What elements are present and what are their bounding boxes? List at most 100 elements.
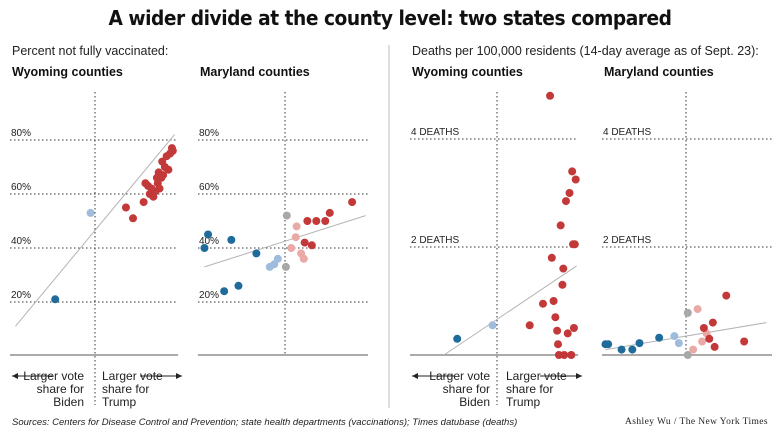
- point-maryland-deaths-18: [722, 291, 731, 300]
- point-wyoming-deaths-14: [561, 197, 570, 206]
- point-wyoming-deaths-22: [571, 175, 580, 184]
- point-maryland-deaths-8: [683, 308, 692, 317]
- point-maryland-vax-8: [273, 254, 282, 263]
- point-wyoming-vax-2: [121, 203, 130, 212]
- sources-note: Sources: Centers for Disease Control and…: [12, 417, 518, 428]
- trend-line-maryland-deaths: [605, 322, 767, 351]
- point-maryland-vax-21: [325, 208, 334, 217]
- point-maryland-deaths-19: [740, 337, 749, 346]
- trend-line-maryland-vax: [204, 215, 366, 268]
- panel-title-maryland-deaths: Maryland counties: [604, 65, 714, 79]
- tick-label-maryland-vax-1: 40%: [199, 236, 219, 247]
- point-wyoming-deaths-6: [549, 297, 558, 305]
- arrow-trump-1-head: [176, 373, 182, 379]
- arrow-biden-2-head: [412, 373, 418, 379]
- point-maryland-vax-1: [200, 244, 209, 252]
- point-maryland-vax-11: [287, 244, 296, 252]
- point-maryland-deaths-16: [708, 318, 717, 327]
- point-maryland-deaths-17: [710, 342, 719, 351]
- trend-line-wyoming-deaths: [443, 265, 577, 356]
- credit-line: Ashley Wu / The New York Times: [625, 417, 768, 427]
- tick-label-wyoming-vax-1: 40%: [11, 236, 31, 247]
- point-wyoming-deaths-20: [569, 324, 578, 332]
- point-maryland-vax-10: [282, 211, 291, 220]
- tick-label-maryland-vax-2: 60%: [199, 182, 219, 193]
- point-maryland-vax-13: [292, 222, 301, 231]
- point-wyoming-deaths-23: [559, 264, 568, 273]
- point-wyoming-deaths-5: [547, 253, 556, 262]
- point-wyoming-vax-3: [129, 214, 138, 223]
- point-wyoming-vax-4: [139, 198, 148, 207]
- section-label-deaths: Deaths per 100,000 residents (14-day ave…: [412, 44, 759, 58]
- point-wyoming-deaths-1: [488, 321, 497, 330]
- point-wyoming-vax-14: [155, 184, 164, 193]
- point-maryland-vax-19: [312, 217, 321, 225]
- panel-title-wyoming-deaths: Wyoming counties: [412, 65, 523, 79]
- point-maryland-vax-15: [299, 254, 308, 263]
- point-wyoming-deaths-7: [551, 313, 560, 322]
- point-wyoming-vax-1: [86, 208, 95, 217]
- point-wyoming-deaths-8: [553, 326, 562, 335]
- tick-label-wyoming-deaths-1: 4 DEATHS: [411, 127, 459, 138]
- panel-title-wyoming-vax: Wyoming counties: [12, 65, 123, 79]
- point-wyoming-deaths-3: [538, 299, 547, 308]
- tick-label-wyoming-vax-3: 80%: [11, 128, 31, 139]
- chart-title: A wider divide at the county level: two …: [108, 6, 672, 30]
- panel-title-maryland-vax: Maryland counties: [200, 65, 310, 79]
- point-maryland-vax-17: [303, 217, 312, 225]
- point-maryland-vax-2: [227, 235, 236, 244]
- point-maryland-deaths-9: [683, 351, 692, 359]
- point-wyoming-deaths-2: [525, 321, 534, 330]
- point-wyoming-deaths-17: [567, 351, 576, 359]
- point-maryland-vax-5: [252, 249, 261, 258]
- point-wyoming-deaths-0: [453, 334, 462, 343]
- point-maryland-deaths-15: [705, 334, 714, 343]
- arrow-label-trump-right: Larger vote share for Trump: [506, 369, 567, 409]
- tick-label-maryland-deaths-1: 4 DEATHS: [603, 127, 651, 138]
- arrow-label-biden-left: Larger vote share for Biden: [23, 369, 84, 409]
- section-label-vaccination: Percent not fully vaccinated:: [12, 44, 169, 58]
- point-maryland-deaths-5: [655, 333, 664, 342]
- point-maryland-deaths-12: [698, 337, 707, 346]
- point-maryland-vax-4: [234, 281, 243, 290]
- point-maryland-deaths-6: [670, 332, 679, 341]
- point-maryland-deaths-10: [689, 345, 698, 354]
- point-wyoming-deaths-4: [546, 91, 555, 100]
- point-wyoming-deaths-16: [565, 189, 574, 197]
- point-wyoming-vax-20: [164, 165, 173, 174]
- tick-label-maryland-vax-3: 80%: [199, 128, 219, 139]
- point-maryland-vax-20: [321, 217, 330, 225]
- trend-line-wyoming-vax: [15, 134, 175, 327]
- point-wyoming-deaths-21: [570, 240, 579, 249]
- point-wyoming-vax-0: [51, 295, 60, 304]
- point-maryland-deaths-2: [617, 345, 626, 354]
- point-maryland-vax-18: [307, 241, 316, 250]
- point-maryland-vax-3: [220, 287, 229, 296]
- arrow-biden-1-head: [12, 373, 18, 379]
- arrow-label-biden-right: Larger vote share for Biden: [429, 369, 490, 409]
- point-wyoming-vax-17: [159, 171, 168, 180]
- point-wyoming-deaths-18: [568, 167, 577, 176]
- point-maryland-deaths-11: [693, 305, 702, 314]
- tick-label-wyoming-deaths-0: 2 DEATHS: [411, 235, 459, 246]
- tick-label-wyoming-vax-2: 60%: [11, 182, 31, 193]
- point-maryland-deaths-14: [699, 324, 708, 332]
- point-maryland-vax-12: [291, 233, 300, 242]
- point-maryland-vax-22: [348, 198, 357, 207]
- point-maryland-deaths-4: [635, 339, 644, 348]
- arrow-trump-2-head: [576, 373, 582, 379]
- tick-label-maryland-deaths-0: 2 DEATHS: [603, 235, 651, 246]
- point-wyoming-deaths-9: [554, 340, 563, 349]
- point-wyoming-deaths-13: [560, 351, 569, 359]
- point-maryland-vax-0: [204, 230, 213, 239]
- point-wyoming-deaths-15: [563, 329, 572, 338]
- point-maryland-vax-9: [281, 262, 290, 271]
- tick-label-maryland-vax-0: 20%: [199, 290, 219, 301]
- point-wyoming-vax-23: [168, 146, 177, 155]
- point-wyoming-deaths-12: [558, 280, 567, 289]
- arrow-label-trump-left: Larger vote share for Trump: [102, 369, 163, 409]
- point-maryland-vax-16: [300, 238, 309, 247]
- point-wyoming-deaths-11: [556, 221, 565, 230]
- point-maryland-deaths-1: [604, 340, 613, 349]
